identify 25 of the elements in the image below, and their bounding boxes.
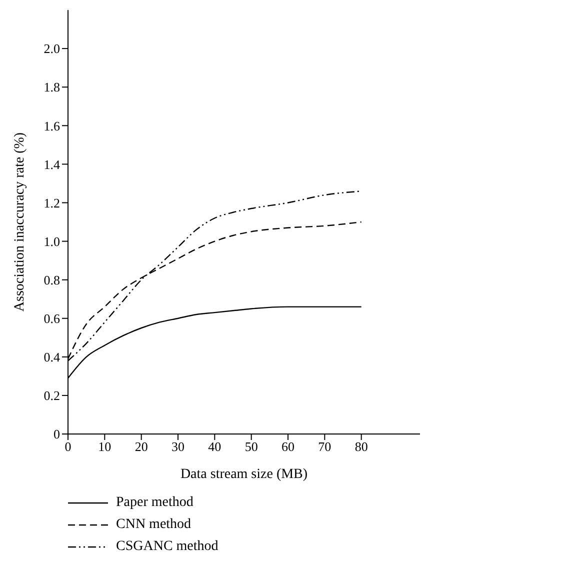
y-tick-label: 0 xyxy=(54,426,60,442)
x-tick-label: 40 xyxy=(208,439,222,454)
legend-label: Paper method xyxy=(116,495,194,511)
x-tick-label: 30 xyxy=(172,439,184,454)
legend-label: CSGANC method xyxy=(116,539,218,555)
x-tick-label: 20 xyxy=(134,439,148,454)
y-tick-label: 1.6 xyxy=(44,118,60,134)
y-tick-label: 0.2 xyxy=(44,388,60,404)
x-tick-label: 60 xyxy=(282,439,294,454)
y-tick-label: 1.0 xyxy=(44,234,60,249)
x-tick-label: 70 xyxy=(318,439,332,454)
y-tick-label: 1.2 xyxy=(44,195,60,210)
y-tick-label: 0.4 xyxy=(44,350,60,365)
x-axis-title: Data stream size (MB) xyxy=(180,467,308,482)
x-tick-label: 10 xyxy=(98,439,112,454)
y-tick-label: 0.8 xyxy=(44,272,60,288)
x-tick-label: 80 xyxy=(354,439,368,454)
x-tick-label: 0 xyxy=(64,439,72,454)
y-axis-title: Association inaccuracy rate (%) xyxy=(12,132,28,312)
y-tick-label: 2.0 xyxy=(44,41,60,56)
y-tick-label: 0.6 xyxy=(44,310,60,326)
y-tick-label: 1.8 xyxy=(44,80,60,95)
x-tick-label: 50 xyxy=(244,439,258,454)
y-tick-label: 1.4 xyxy=(44,156,60,172)
legend-label: CNN method xyxy=(116,517,192,533)
